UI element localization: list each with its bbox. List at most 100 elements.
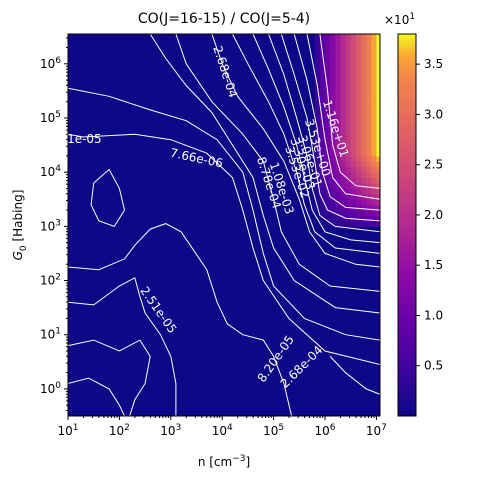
heatmap-cell [319,161,326,168]
contour-line [293,34,380,211]
heatmap-cell [335,193,342,200]
heatmap-cell [330,215,336,222]
heatmap-cell [335,52,342,59]
colorbar-tick-label: 3.5 [424,57,443,71]
heatmap-cell [376,52,380,59]
heatmap-cell [330,199,336,206]
heatmap-cell [366,150,372,157]
heatmap-cell [360,36,367,43]
y-tick-label: 105 [40,110,61,125]
heatmap-cell [345,199,352,206]
heatmap-cell [325,42,331,49]
contour-line [211,34,380,268]
heatmap-cell [325,215,331,222]
heatmap-cell [345,63,352,70]
heatmap-cell [376,188,380,195]
heatmap-cell [345,128,352,135]
heatmap-cell [325,177,331,184]
heatmap-cell [314,161,321,168]
heatmap-cell [319,199,326,206]
heatmap-cell [376,199,380,206]
heatmap-cell [325,69,331,76]
heatmap-cell [325,139,331,146]
heatmap-cell [330,188,336,195]
heatmap-cell [314,107,321,114]
heatmap-cell [350,58,357,65]
heatmap-cell [360,188,367,195]
heatmap-cell [319,128,326,135]
heatmap-cell [314,80,321,87]
heatmap-cell [366,134,372,141]
heatmap-cell [355,188,362,195]
heatmap-cell [325,220,331,227]
heatmap-cell [360,96,367,103]
heatmap-cell [350,34,357,38]
colorbar-tick-label: 2.0 [424,208,443,222]
heatmap-cell [350,155,357,162]
y-tick-label: 102 [40,273,61,288]
heatmap-cell [345,107,352,114]
heatmap-cell [366,177,372,184]
heatmap-cell [340,220,347,227]
heatmap-cell [366,112,372,119]
heatmap-cell [335,123,342,130]
heatmap-cell [340,123,347,130]
heatmap-cell [319,215,326,222]
heatmap-cell [366,220,372,227]
heatmap-cell [350,134,357,141]
heatmap-cell [330,123,336,130]
heatmap-cell [350,183,357,190]
heatmap-cell [325,101,331,108]
chart-title: CO(J=16-15) / CO(J=5-4) [138,11,310,27]
heatmap-cell [314,183,321,190]
heatmap-cell [340,85,347,92]
heatmap-cell [345,96,352,103]
heatmap-cell [366,145,372,152]
heatmap-cell [376,134,380,141]
heatmap-cell [340,177,347,184]
heatmap-cell [376,123,380,130]
heatmap-cell [371,215,377,222]
heatmap-cell [314,63,321,70]
heatmap-cell [325,134,331,141]
heatmap-cell [350,161,357,168]
heatmap-cell [340,134,347,141]
x-tick-label: 103 [160,423,181,438]
heatmap-cell [366,155,372,162]
colorbar-tick-label: 0.5 [424,359,443,373]
heatmap-cell [335,69,342,76]
heatmap-cell [371,107,377,114]
y-axis: 100 101 102 103 104 105 106 [40,37,68,411]
heatmap-cell [345,47,352,54]
heatmap-cell [350,63,357,70]
heatmap-cell [325,183,331,190]
colorbar-gradient [397,33,417,417]
heatmap-cell [314,112,321,119]
heatmap-cell [371,36,377,43]
heatmap-cell [314,188,321,195]
heatmap-cell [360,177,367,184]
heatmap-cell [335,58,342,65]
heatmap-cell [355,215,362,222]
contour-line [149,34,380,314]
heatmap-cell [355,161,362,168]
heatmap-cell [371,193,377,200]
heatmap-cell [355,210,362,217]
heatmap-cell [376,47,380,54]
x-tick-label: 106 [314,423,335,438]
heatmap-cell [350,150,357,157]
contour-line [319,34,380,189]
heatmap-cell [355,145,362,152]
heatmap-cell [376,80,380,87]
heatmap-cell [355,150,362,157]
heatmap-cell [340,166,347,173]
contour-line [306,34,380,200]
heatmap-cell [350,52,357,59]
heatmap-cell [366,117,372,125]
heatmap-cell [325,188,331,195]
heatmap-cell [340,215,347,222]
heatmap-cell [325,117,331,125]
heatmap-cell [335,90,342,97]
heatmap-cell [355,52,362,59]
